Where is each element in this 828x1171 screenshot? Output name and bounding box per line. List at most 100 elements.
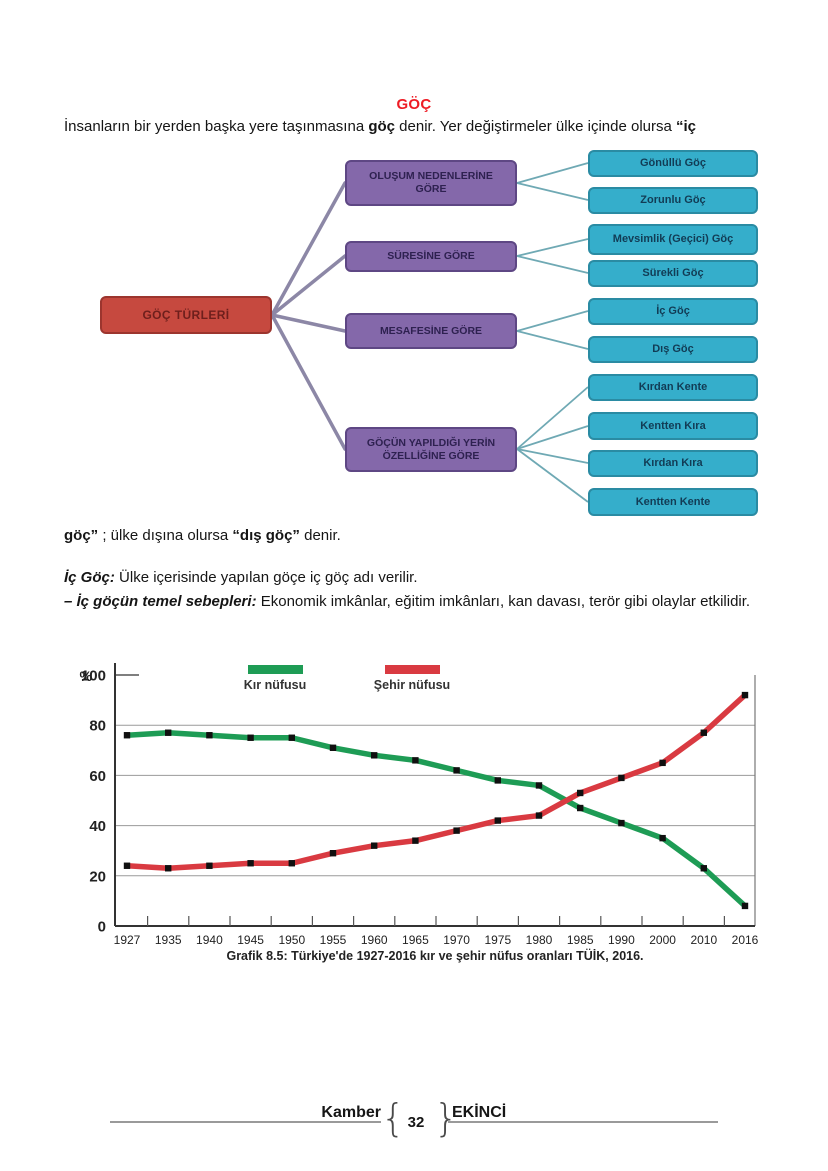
- txt-goc-quote: göç”: [64, 527, 99, 544]
- data-marker: [412, 757, 419, 764]
- page-title: GÖÇ: [396, 96, 432, 113]
- intro-text-1: İnsanların bir yerden başka yere taşınma…: [64, 118, 369, 135]
- data-marker: [659, 834, 666, 842]
- data-marker: [700, 729, 707, 736]
- legend-label: Şehir nüfusu: [374, 678, 450, 692]
- diagram-leaf-mevsimlik-goc: Mevsimlik (Geçici) Göç: [588, 224, 758, 255]
- txt-sebepler-body: Ekonomik imkânlar, eğitim imkânları, kan…: [256, 593, 751, 610]
- data-marker: [123, 732, 131, 739]
- x-tick-label: 2000: [649, 933, 676, 947]
- data-marker: [123, 862, 131, 869]
- x-tick-label: 1935: [155, 933, 182, 947]
- x-tick-label: 1927: [114, 933, 141, 947]
- footer-author-last: EKİNCİ: [452, 1104, 507, 1121]
- diagram-leaf-kirdan-kira: Kırdan Kıra: [588, 450, 758, 477]
- data-marker: [618, 819, 625, 827]
- data-marker: [247, 860, 254, 867]
- diagram-leaf-surekli-goc: Sürekli Göç: [588, 260, 758, 287]
- x-tick-label: 1985: [567, 933, 594, 947]
- legend-swatch: [248, 665, 303, 674]
- data-marker: [494, 777, 501, 784]
- footer-rule-left: [110, 1121, 381, 1123]
- diagram-leaf-gonullu-goc: Gönüllü Göç: [588, 150, 758, 177]
- connector-lines: [270, 162, 589, 503]
- data-marker: [288, 860, 295, 867]
- data-marker: [494, 817, 501, 824]
- x-tick-label: 1960: [361, 933, 388, 947]
- intro-text-2: denir. Yer değiştirmeler ülke içinde olu…: [395, 118, 677, 135]
- data-marker: [165, 729, 172, 736]
- y-tick-label: 60: [89, 768, 106, 785]
- diagram-branch-olusum: OLUŞUM NEDENLERİNE GÖRE: [345, 160, 517, 206]
- ic-goc-paragraph: İç Göç: Ülke içerisinde yapılan göçe iç …: [64, 567, 772, 588]
- diagram-root-goc-turleri: GÖÇ TÜRLERİ: [100, 296, 272, 334]
- data-marker: [535, 812, 543, 819]
- data-marker: [700, 865, 707, 872]
- txt-denir: denir.: [299, 527, 341, 544]
- data-marker: [165, 865, 172, 872]
- series-line: [124, 692, 748, 872]
- x-tick-label: 1980: [526, 933, 553, 947]
- data-marker: [206, 862, 213, 869]
- data-marker: [453, 767, 460, 774]
- legend-label: Kır nüfusu: [244, 678, 307, 692]
- footer-brace-open: {: [381, 1096, 406, 1140]
- y-tick-label: 0: [98, 919, 106, 936]
- data-marker: [412, 837, 419, 844]
- x-tick-label: 1955: [320, 933, 347, 947]
- x-tick-label: 2016: [732, 933, 759, 947]
- footer-rule-right: [448, 1121, 718, 1123]
- x-tick-label: 1945: [237, 933, 264, 947]
- y-tick-label: 40: [89, 818, 106, 835]
- population-line-chart: 0 20 40 60 80 100% 1927 1935 1940 1945 1950 1955 196…: [80, 663, 759, 963]
- diagram-leaf-kentten-kente: Kentten Kente: [588, 488, 758, 516]
- data-marker: [453, 827, 460, 834]
- page-number: 32: [407, 1114, 425, 1131]
- chart-caption: Grafik 8.5: Türkiye'de 1927-2016 kır ve …: [226, 948, 643, 963]
- txt-sebepler-heading: – İç göçün temel sebepleri:: [64, 593, 257, 610]
- txt-ic-goc-heading: İç Göç:: [64, 569, 115, 586]
- data-marker: [741, 902, 749, 910]
- intro-bold-goc: göç: [368, 118, 396, 135]
- diagram-branch-yerin-ozelligine: GÖÇÜN YAPILDIĞI YERİN ÖZELLİĞİNE GÖRE: [345, 427, 517, 472]
- data-marker: [659, 759, 666, 767]
- txt-ulke-disina: ; ülke dışına olursa: [98, 527, 233, 544]
- x-tick-label: 1975: [484, 933, 511, 947]
- diagram-leaf-kentten-kira: Kentten Kıra: [588, 412, 758, 440]
- x-tick-label: 1965: [402, 933, 429, 947]
- data-marker: [247, 734, 254, 741]
- y-axis-unit-label: %: [80, 668, 93, 684]
- x-tick-label: 1990: [608, 933, 635, 947]
- data-marker: [577, 804, 584, 812]
- footer-author-first: Kamber: [321, 1104, 381, 1121]
- diagram-branch-suresine: SÜRESİNE GÖRE: [345, 241, 517, 272]
- data-marker: [577, 789, 584, 797]
- y-tick-label: 80: [89, 718, 106, 735]
- txt-dis-goc: “dış göç”: [232, 527, 300, 544]
- y-tick-label: 20: [89, 868, 106, 885]
- data-marker: [329, 744, 337, 751]
- data-marker: [371, 752, 378, 759]
- data-marker: [288, 734, 295, 741]
- migration-types-diagram: GÖÇ TÜRLERİ OLUŞUM NEDENLERİNE GÖRE SÜRE…: [0, 145, 828, 527]
- diagram-leaf-dis-goc: Dış Göç: [588, 336, 758, 363]
- x-tick-label: 2010: [690, 933, 717, 947]
- txt-ic-goc-body: Ülke içerisinde yapılan göçe iç göç adı …: [114, 569, 418, 586]
- footer-brace-close: }: [434, 1096, 459, 1140]
- diagram-leaf-ic-goc: İç Göç: [588, 298, 758, 325]
- data-marker: [371, 842, 378, 849]
- x-tick-label: 1940: [196, 933, 223, 947]
- x-tick-label: 1950: [278, 933, 305, 947]
- diagram-branch-mesafesine: MESAFESİNE GÖRE: [345, 313, 517, 349]
- data-marker: [618, 774, 625, 782]
- data-marker: [206, 732, 213, 739]
- intro-bold-ic: “iç: [676, 118, 697, 135]
- legend-swatch: [385, 665, 440, 674]
- sebepler-paragraph: – İç göçün temel sebepleri: Ekonomik imk…: [64, 591, 772, 612]
- y-tick-label: 100: [81, 668, 106, 685]
- page-footer: Kamber { 32 } EKİNCİ: [0, 1090, 828, 1150]
- after-diagram-paragraph: göç” ; ülke dışına olursa “dış göç” deni…: [64, 525, 772, 546]
- diagram-leaf-kirdan-kente: Kırdan Kente: [588, 374, 758, 401]
- x-tick-label: 1970: [443, 933, 470, 947]
